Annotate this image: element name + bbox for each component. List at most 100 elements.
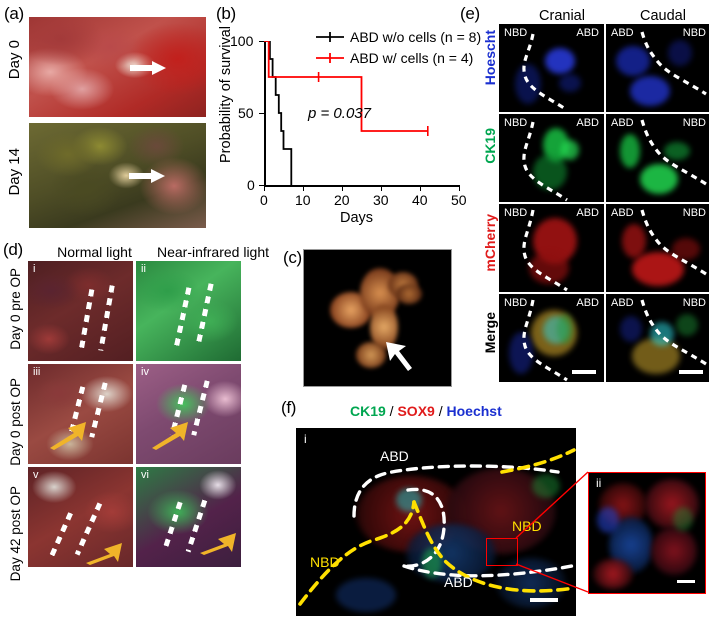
- panel-a-photo-day14: [29, 123, 206, 228]
- legend-marker-black: [316, 32, 344, 42]
- region-label-abd: ABD: [611, 27, 634, 39]
- scale-bar: [572, 370, 596, 374]
- region-label-abd: ABD: [611, 117, 634, 129]
- tile-roman-label: i: [304, 432, 307, 446]
- chart-x-ticklabel: 30: [373, 192, 389, 208]
- legend-label-abd-wo-cells: ABD w/o cells (n = 8): [350, 29, 482, 45]
- panel-b-label: (b): [216, 4, 236, 23]
- panel-e-tile-cranial-merge: NBD ABD: [499, 294, 604, 382]
- panel-e-label: (e): [460, 4, 480, 23]
- chart-x-tick: [381, 186, 382, 191]
- panel-f-label: (f): [281, 398, 297, 417]
- chart-y-axis: [264, 41, 266, 186]
- panel-e-tile-caudal-merge: ABD NBD: [606, 294, 709, 382]
- chart-x-ticklabel: 0: [260, 192, 268, 208]
- panel-c-3d-render: [303, 249, 452, 387]
- chart-x-tick: [342, 186, 343, 191]
- panel-d-tile-i: i: [28, 261, 133, 361]
- panel-e-row-label-hoescht: Hoescht: [482, 30, 498, 86]
- inset-selection-box: [486, 538, 518, 566]
- panel-f-tile-i: i ABD ABD NBD NBD: [296, 428, 576, 616]
- panel-e-row-label-merge: Merge: [482, 312, 498, 354]
- chart-x-ticklabel: 20: [334, 192, 350, 208]
- yellow-arrow-icon: [48, 420, 88, 455]
- yellow-arrow-icon: [84, 539, 124, 567]
- panel-f-title-sep: /: [434, 403, 447, 419]
- tile-roman-label: i: [33, 263, 36, 275]
- chart-pvalue: p = 0.037: [308, 105, 371, 122]
- panel-e-tile-caudal-mcherry: ABD NBD: [606, 204, 709, 292]
- scale-bar: [530, 598, 558, 602]
- panel-f-title: CK19 / SOX9 / Hoechst: [350, 403, 502, 419]
- yellow-arrow-icon: [198, 529, 238, 560]
- region-label-nbd: NBD: [682, 27, 706, 39]
- chart-y-ticklabel: 50: [238, 105, 254, 121]
- chart-y-ticklabel: 100: [230, 33, 254, 49]
- panel-f-title-sep: /: [385, 403, 398, 419]
- panel-e-tile-cranial-mcherry: NBD ABD: [499, 204, 604, 292]
- chart-x-ticklabel: 40: [412, 192, 428, 208]
- white-arrow-icon: [384, 338, 414, 377]
- panel-d-label: (d): [3, 240, 23, 259]
- panel-d-tile-iii: iii: [28, 364, 133, 464]
- panel-e-row-label-mcherry: mCherry: [482, 214, 498, 272]
- chart-y-tick: [259, 113, 264, 114]
- region-label-nbd: NBD: [682, 297, 706, 309]
- chart-y-ticklabel: 0: [247, 177, 255, 193]
- panel-d-column-normal-light: Normal light: [57, 244, 132, 260]
- tile-roman-label: vi: [141, 469, 149, 481]
- region-label-abd: ABD: [380, 448, 409, 464]
- region-label-abd: ABD: [576, 207, 599, 219]
- chart-x-tick: [264, 186, 265, 191]
- chart-x-axis-label: Days: [340, 210, 374, 226]
- panel-e-tile-cranial-hoescht: NBD ABD: [499, 24, 604, 112]
- legend-label-abd-w-cells: ABD w/ cells (n = 4): [350, 50, 474, 66]
- panel-d-column-near-infrared-light: Near-infrared light: [156, 244, 270, 260]
- panel-f-tile-ii: ii: [588, 472, 706, 594]
- white-arrow-icon: [129, 169, 165, 188]
- chart-x-tick: [303, 186, 304, 191]
- region-label-abd: ABD: [611, 207, 634, 219]
- region-label-abd: ABD: [611, 297, 634, 309]
- chart-series-abd-wo-cells: [264, 41, 293, 185]
- panel-f-title-sox9: SOX9: [397, 403, 435, 419]
- region-label-nbd: NBD: [504, 207, 528, 219]
- survival-chart: Probability of survival 100 50 0 0 10 20…: [216, 14, 481, 229]
- inset-connector-lines: [515, 471, 589, 593]
- scale-bar: [677, 580, 695, 583]
- region-label-abd: ABD: [444, 574, 473, 590]
- panel-e-column-caudal: Caudal: [640, 8, 686, 24]
- chart-x-tick: [420, 186, 421, 191]
- chart-y-tick: [259, 185, 264, 186]
- panel-a-label: (a): [4, 4, 24, 23]
- chart-legend: ABD w/o cells (n = 8) ABD w/ cells (n = …: [316, 28, 481, 67]
- region-label-nbd: NBD: [504, 117, 528, 129]
- chart-x-ticklabel: 50: [451, 192, 467, 208]
- region-label-nbd: NBD: [310, 554, 340, 570]
- panel-d-row-label-day0-post-op: Day 0 post OP: [8, 378, 23, 466]
- legend-marker-red: [316, 53, 344, 63]
- panel-a-photo-day0: [29, 17, 206, 117]
- panel-e-row-label-ck19: CK19: [482, 128, 498, 164]
- chart-x-axis: [264, 185, 460, 187]
- region-label-abd: ABD: [576, 27, 599, 39]
- chart-legend-item: ABD w/ cells (n = 4): [316, 49, 481, 67]
- tile-roman-label: ii: [141, 263, 146, 275]
- chart-legend-item: ABD w/o cells (n = 8): [316, 28, 481, 46]
- chart-x-ticklabel: 10: [295, 192, 311, 208]
- panel-e-tile-caudal-hoescht: ABD NBD: [606, 24, 709, 112]
- panel-f-title-hoechst: Hoechst: [446, 403, 502, 419]
- tile-roman-label: iii: [33, 366, 41, 378]
- chart-x-tick: [459, 186, 460, 191]
- panel-d-row-label-day0-pre-op: Day 0 pre OP: [8, 268, 23, 350]
- tile-roman-label: ii: [596, 476, 602, 490]
- region-label-nbd: NBD: [504, 27, 528, 39]
- chart-y-tick: [259, 41, 264, 42]
- panel-d-tile-v: v: [28, 467, 133, 567]
- white-arrow-icon: [130, 61, 166, 80]
- panel-c-label: (c): [283, 248, 302, 267]
- panel-e-tile-cranial-ck19: NBD ABD: [499, 114, 604, 202]
- panel-d-row-label-day42-post-op: Day 42 post OP: [8, 486, 23, 582]
- region-label-abd: ABD: [576, 117, 599, 129]
- panel-d-tile-ii: ii: [136, 261, 241, 361]
